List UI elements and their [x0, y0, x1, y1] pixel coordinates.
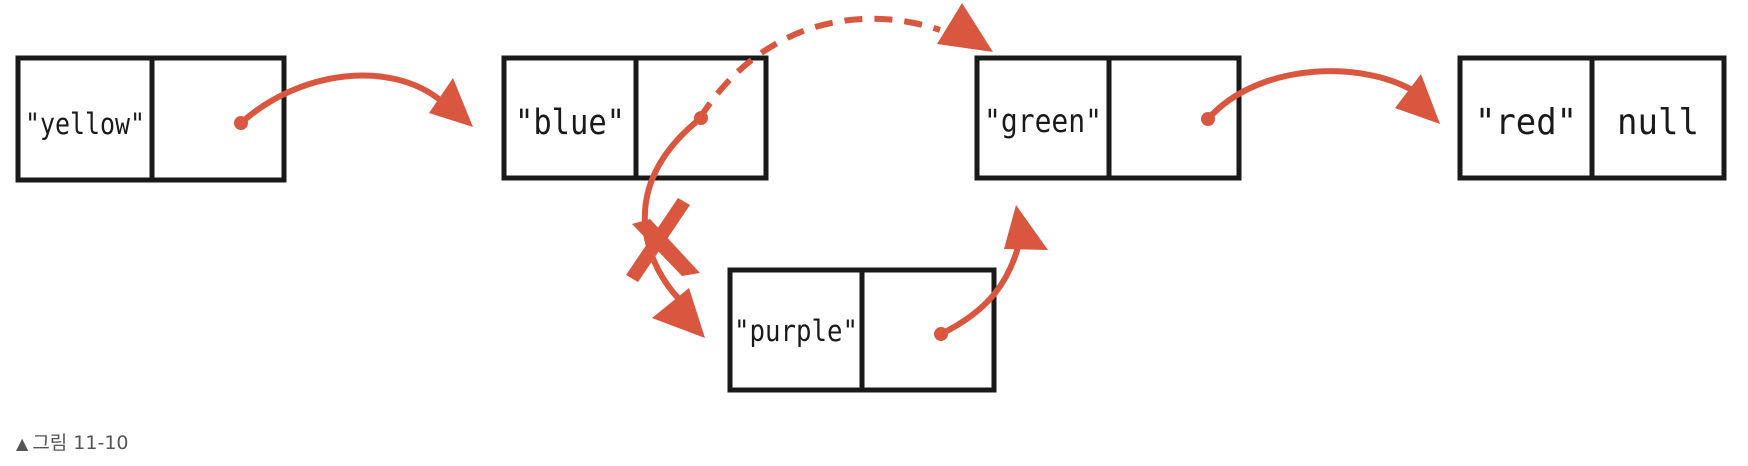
caption-text: 그림 11-10	[32, 432, 129, 454]
node-blue: "blue"	[501, 55, 769, 181]
node-purple: "purple"	[727, 267, 997, 393]
caption-triangle-icon: ▲	[16, 434, 29, 453]
x-mark-icon	[626, 198, 700, 282]
arrow-line-green-to-red	[1205, 68, 1423, 122]
node-red: "red" null	[1457, 55, 1727, 181]
arrowhead-blue-to-purple	[652, 288, 705, 338]
node-yellow-value: "yellow"	[25, 107, 145, 141]
node-green-value: "green"	[984, 102, 1102, 140]
node-yellow-next-cell	[149, 55, 287, 183]
node-red-next-cell	[1589, 55, 1727, 181]
node-blue-value: "blue"	[515, 103, 625, 143]
node-red-value: "red"	[1475, 102, 1577, 143]
arrowhead-green-to-red	[1395, 74, 1440, 124]
node-green-value-cell	[974, 55, 1112, 181]
arrowhead-yellow-to-blue	[429, 78, 473, 127]
arrow-yellow-to-blue	[234, 72, 473, 130]
arrow-line-purple-to-green	[938, 237, 1023, 337]
node-green: "green"	[974, 55, 1242, 181]
arrow-blue-to-green-old	[697, 3, 993, 120]
node-purple-value-cell	[727, 267, 865, 393]
arrowhead-blue-to-green	[937, 3, 993, 52]
node-green-next-cell	[1106, 55, 1242, 181]
arrowhead-purple-to-green	[1004, 205, 1048, 250]
arrow-purple-to-green	[934, 205, 1048, 341]
arrow-blue-to-purple	[626, 111, 708, 338]
node-yellow: "yellow"	[15, 55, 287, 183]
node-purple-next-cell	[859, 267, 997, 393]
arrow-line-yellow-to-blue	[238, 72, 443, 126]
node-red-value-cell	[1457, 55, 1595, 181]
node-purple-value: "purple"	[734, 314, 858, 348]
dashed-link-blue-to-green	[697, 15, 941, 120]
arrow-green-to-red	[1201, 68, 1440, 126]
node-yellow-value-cell	[15, 55, 155, 183]
figure-caption: ▲ 그림 11-10	[16, 428, 129, 455]
node-blue-value-cell	[501, 55, 639, 181]
node-red-next: null	[1617, 102, 1699, 143]
